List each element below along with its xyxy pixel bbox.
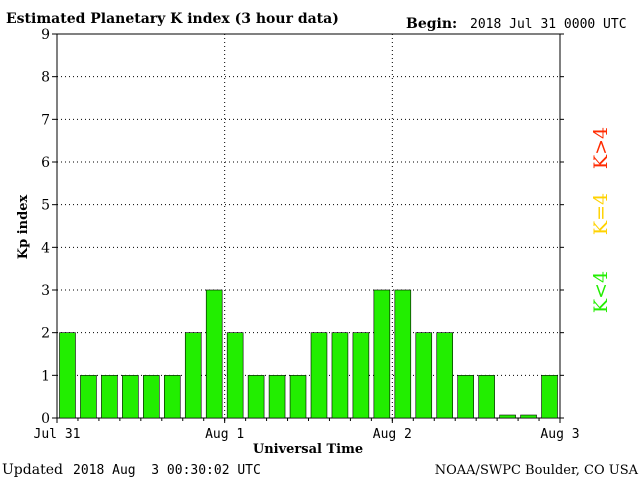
- updated-label: Updated: [2, 462, 63, 478]
- y-tick-label: 0: [41, 411, 50, 427]
- kp-bar: [415, 332, 433, 419]
- y-tick-label: 7: [41, 112, 50, 128]
- kp-bar: [143, 375, 160, 419]
- source-credit: NOAA/SWPC Boulder, CO USA: [435, 463, 639, 478]
- legend-k-less-4: K<4: [590, 271, 612, 313]
- x-axis-label: Universal Time: [253, 442, 363, 457]
- y-tick-label: 3: [41, 283, 50, 299]
- kp-bar: [499, 414, 516, 419]
- kp-bar: [184, 332, 202, 419]
- x-tick-label: Aug 2: [373, 427, 412, 442]
- kp-bar: [101, 375, 118, 419]
- kp-bar: [226, 332, 244, 419]
- y-tick-label: 5: [41, 198, 50, 214]
- legend-k-greater-4: K>4: [590, 127, 612, 169]
- y-tick-label: 4: [41, 240, 50, 256]
- bars: [59, 289, 558, 419]
- kp-bar: [59, 332, 76, 419]
- kp-bar: [520, 414, 537, 419]
- y-tick-label: 9: [41, 27, 50, 43]
- kp-bar: [80, 375, 97, 419]
- kp-bar: [247, 375, 265, 419]
- y-tick-label: 8: [41, 70, 50, 86]
- chart-title: Estimated Planetary K index (3 hour data…: [6, 11, 339, 27]
- plot-area: [56, 33, 561, 419]
- kp-bar: [352, 332, 370, 419]
- kp-bar: [436, 332, 454, 419]
- x-tick-label: Jul 31: [34, 427, 81, 442]
- kp-bar: [541, 375, 558, 419]
- kp-bar: [331, 332, 349, 419]
- kp-bar: [310, 332, 328, 419]
- begin-label: Begin:: [406, 16, 457, 32]
- x-tick-label: Aug 3: [540, 427, 579, 442]
- y-ticks: 0 1 2 3 4 5 6 7 8 9: [41, 27, 564, 427]
- kp-bar: [163, 375, 181, 419]
- legend-k-equal-4: K=4: [590, 193, 612, 235]
- kp-bar: [268, 375, 286, 419]
- begin-value: 2018 Jul 31 0000 UTC: [470, 17, 627, 32]
- kp-bar: [373, 289, 391, 419]
- y-tick-label: 6: [41, 155, 50, 171]
- kp-bar: [122, 375, 139, 419]
- updated-value: 2018 Aug 3 00:30:02 UTC: [73, 463, 261, 478]
- x-tick-label: Aug 1: [205, 427, 244, 442]
- x-ticks: Jul 31 Aug 1 Aug 2 Aug 3: [34, 418, 580, 442]
- kp-bar: [478, 375, 495, 419]
- kp-bar: [457, 375, 474, 419]
- y-tick-label: 1: [41, 368, 50, 384]
- y-axis-label: Kp index: [16, 195, 31, 260]
- grid-lines: [57, 34, 560, 418]
- kp-bar: [205, 289, 223, 419]
- y-tick-label: 2: [41, 326, 50, 342]
- kp-bar: [394, 289, 412, 419]
- kp-bar: [289, 375, 307, 419]
